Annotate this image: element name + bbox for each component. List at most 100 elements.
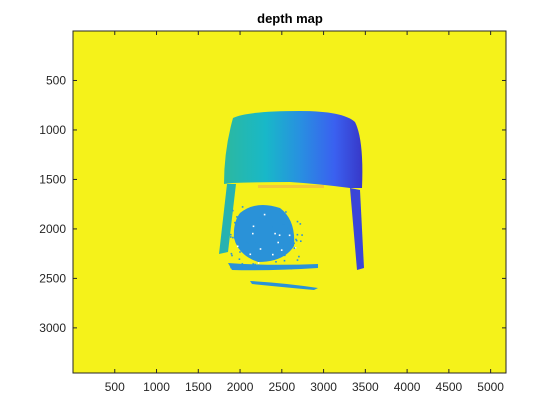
noise-point	[300, 240, 302, 242]
noise-point	[283, 259, 286, 262]
noise-point	[287, 227, 289, 229]
noise-point	[282, 245, 284, 247]
noise-point	[285, 211, 287, 213]
noise-point	[258, 217, 260, 219]
chart-title: depth map	[257, 11, 323, 26]
noise-point	[230, 252, 233, 255]
noise-point	[252, 263, 254, 265]
noise-point	[240, 229, 242, 231]
noise-point	[258, 257, 260, 259]
noise-point	[273, 258, 275, 260]
noise-point	[232, 236, 234, 239]
noise-point	[299, 223, 302, 225]
noise-point	[263, 215, 265, 218]
noise-point	[256, 234, 259, 237]
noise-point	[245, 214, 247, 216]
noise-point	[281, 265, 283, 268]
noise-point	[290, 267, 293, 270]
depth-region-right-leg	[350, 188, 364, 270]
noise-point	[275, 211, 277, 214]
depth-region-orange-strip	[258, 185, 324, 188]
noise-point	[236, 216, 238, 218]
noise-point	[263, 239, 266, 241]
noise-point	[252, 225, 255, 228]
noise-point	[285, 227, 288, 230]
noise-point	[239, 226, 241, 228]
noise-point	[236, 245, 239, 248]
noise-point	[246, 216, 249, 219]
noise-point	[278, 228, 280, 230]
depth-noise-points	[230, 206, 303, 270]
depth-region-lower-streak	[228, 263, 318, 271]
noise-point	[241, 206, 244, 208]
noise-point	[254, 231, 257, 234]
noise-point	[259, 236, 262, 239]
y-tick-label: 1000	[39, 123, 66, 137]
noise-point	[230, 266, 232, 269]
noise-point	[253, 212, 256, 214]
noise-point	[230, 236, 232, 238]
noise-point	[277, 241, 279, 244]
noise-point	[252, 232, 254, 235]
y-tick-label: 2000	[39, 222, 66, 236]
noise-point	[239, 251, 241, 253]
noise-point	[257, 262, 260, 264]
noise-point	[259, 212, 261, 215]
noise-point	[263, 233, 266, 235]
noise-point	[272, 247, 274, 249]
noise-point	[230, 233, 232, 236]
noise-point	[296, 220, 299, 223]
noise-point	[301, 234, 303, 236]
noise-point	[290, 233, 292, 236]
noise-point	[255, 242, 258, 244]
depth-region-left-leg	[219, 184, 236, 254]
noise-point	[259, 219, 261, 222]
noise-point	[238, 258, 241, 260]
x-tick-label: 2000	[227, 380, 254, 394]
y-axis: 500 1000 1500 2000 2500 3000	[39, 73, 506, 335]
noise-point	[247, 238, 250, 240]
noise-point	[283, 248, 286, 251]
noise-point	[265, 220, 268, 223]
depth-region-bottom-streak	[250, 281, 318, 290]
x-tick-label: 3000	[310, 380, 337, 394]
y-tick-label: 2500	[39, 271, 66, 285]
noise-point	[293, 247, 296, 249]
noise-point	[254, 240, 256, 243]
noise-point	[294, 247, 297, 249]
noise-point	[295, 238, 297, 241]
x-tick-label: 1000	[143, 380, 170, 394]
noise-point	[278, 234, 281, 236]
x-tick-label: 2500	[268, 380, 295, 394]
noise-point	[283, 222, 285, 225]
noise-point	[272, 226, 274, 228]
noise-point	[296, 233, 299, 236]
y-tick-label: 500	[46, 73, 66, 87]
noise-point	[274, 232, 276, 235]
noise-point	[268, 257, 271, 260]
noise-point	[247, 243, 249, 245]
noise-point	[246, 251, 249, 253]
noise-point	[265, 210, 267, 212]
noise-point	[281, 223, 283, 225]
noise-point	[231, 265, 234, 268]
x-tick-label: 5000	[477, 380, 504, 394]
x-tick-label: 4500	[436, 380, 463, 394]
noise-point	[265, 207, 268, 210]
noise-point	[234, 221, 236, 224]
noise-point	[280, 240, 283, 243]
noise-point	[237, 236, 240, 239]
noise-point	[232, 209, 234, 212]
x-tick-label: 3500	[352, 380, 379, 394]
x-axis: 500 1000 1500 2000 2500 3000 3500 4000 4500 5000	[105, 31, 504, 394]
plot-background	[73, 31, 506, 373]
depth-region-top-band	[224, 111, 363, 188]
y-tick-label: 3000	[39, 321, 66, 335]
noise-point	[272, 253, 274, 256]
noise-point	[298, 255, 300, 258]
noise-point	[260, 240, 262, 242]
x-tick-label: 500	[105, 380, 125, 394]
axes-box	[72, 30, 507, 374]
noise-point	[259, 229, 262, 232]
